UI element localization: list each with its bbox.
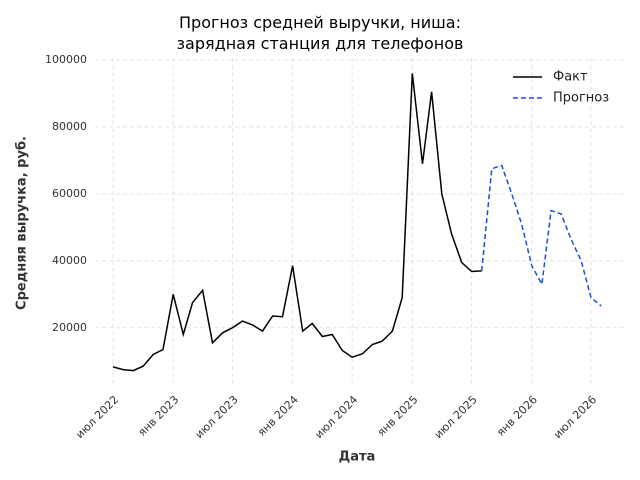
x-tick-label: июл 2026	[551, 393, 599, 441]
chart-title: Прогноз средней выручки, ниша: зарядная …	[176, 13, 464, 53]
x-tick-label: янв 2024	[255, 393, 301, 439]
x-tick-label: июл 2025	[432, 393, 480, 441]
y-tick-label: 60000	[52, 187, 87, 200]
y-tick-label: 20000	[52, 321, 87, 334]
legend-label: Прогноз	[553, 91, 609, 106]
x-tick-label: июл 2022	[73, 393, 121, 441]
line-series	[480, 164, 602, 307]
x-axis-label: Дата	[339, 450, 376, 465]
legend-label: Факт	[553, 70, 588, 85]
x-tick-label: янв 2025	[375, 393, 421, 439]
x-tick-label: июл 2023	[193, 393, 241, 441]
x-tick-label: янв 2023	[136, 393, 182, 439]
y-tick-label: 100000	[45, 53, 87, 66]
y-tick-label: 40000	[52, 254, 87, 267]
x-tick-label: янв 2026	[494, 393, 540, 439]
x-tick-label: июл 2024	[312, 393, 360, 441]
y-tick-label: 80000	[52, 120, 87, 133]
line-series	[112, 73, 482, 372]
y-axis-label: Средняя выручка, руб.	[15, 136, 30, 310]
